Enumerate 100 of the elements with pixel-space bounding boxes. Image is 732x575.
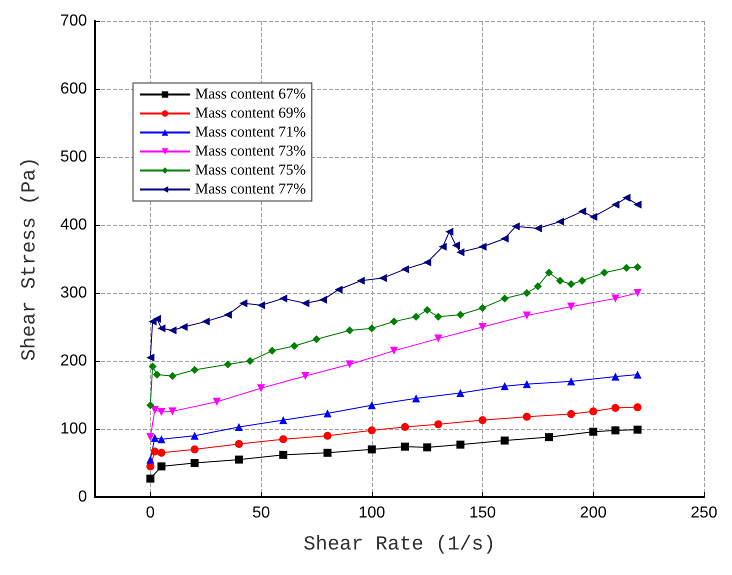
- point: [611, 404, 620, 412]
- point: [168, 407, 177, 416]
- point: [234, 440, 243, 448]
- y-tick-label: 200: [60, 352, 88, 370]
- point: [378, 274, 387, 282]
- point: [368, 324, 376, 332]
- point: [445, 228, 454, 236]
- point: [578, 207, 586, 216]
- point: [500, 436, 509, 445]
- point: [346, 360, 354, 368]
- point: [279, 435, 288, 444]
- point: [212, 398, 221, 406]
- point: [589, 407, 598, 416]
- point: [434, 312, 442, 321]
- point: [146, 401, 154, 410]
- legend-label: Mass content 73%: [195, 144, 306, 160]
- point: [478, 242, 487, 251]
- y-tick-label: 500: [60, 148, 88, 166]
- point: [153, 370, 162, 379]
- y-axis-title: Shear Stress (Pa): [18, 156, 42, 362]
- point: [319, 296, 328, 304]
- point: [412, 312, 420, 321]
- point: [589, 428, 598, 436]
- point: [567, 377, 576, 386]
- point: [202, 318, 210, 326]
- point: [456, 248, 464, 256]
- point: [611, 294, 620, 302]
- point: [456, 388, 464, 397]
- point: [556, 276, 564, 285]
- y-tick-label: 100: [60, 420, 88, 438]
- point: [180, 323, 188, 331]
- point: [611, 200, 620, 209]
- y-tick-label: 0: [78, 488, 88, 506]
- point: [148, 362, 157, 370]
- point: [168, 372, 177, 380]
- point: [157, 435, 166, 444]
- point: [578, 276, 586, 285]
- point: [234, 422, 243, 431]
- point: [234, 456, 243, 464]
- point: [556, 218, 564, 226]
- point: [150, 406, 159, 414]
- point: [500, 294, 509, 302]
- point: [190, 459, 199, 467]
- point: [600, 268, 608, 277]
- point: [279, 294, 288, 302]
- point: [368, 401, 376, 410]
- point: [324, 409, 332, 418]
- point: [157, 448, 166, 457]
- point: [324, 432, 332, 440]
- point: [401, 422, 410, 431]
- point: [401, 442, 410, 451]
- x-tick-label: 150: [469, 504, 496, 522]
- point: [423, 258, 432, 266]
- point: [634, 426, 642, 434]
- point: [634, 403, 642, 412]
- point: [534, 282, 542, 290]
- point: [150, 434, 159, 442]
- point: [312, 335, 320, 344]
- point: [246, 357, 254, 365]
- point: [146, 474, 154, 483]
- point: [611, 426, 620, 434]
- point: [190, 366, 199, 374]
- point: [150, 447, 159, 456]
- point: [168, 326, 177, 334]
- point: [634, 370, 642, 379]
- point: [522, 311, 531, 320]
- x-axis-title: Shear Rate (1/s): [303, 534, 496, 556]
- point: [268, 346, 276, 355]
- y-tick-label: 300: [60, 284, 88, 302]
- point: [290, 342, 298, 350]
- point: [456, 440, 464, 449]
- x-tick-label: 250: [690, 504, 718, 522]
- x-tick-label: 50: [252, 504, 270, 522]
- point: [356, 276, 365, 285]
- x-tick-label: 200: [580, 504, 607, 522]
- point: [567, 410, 576, 418]
- point: [301, 372, 310, 380]
- point: [512, 222, 520, 230]
- point: [634, 289, 642, 297]
- x-tick-label: 100: [358, 504, 386, 522]
- legend-label: Mass content 69%: [195, 106, 306, 122]
- point: [157, 462, 166, 470]
- point: [567, 302, 576, 311]
- legend-label: Mass content 75%: [195, 162, 306, 178]
- point: [157, 408, 166, 416]
- point: [368, 445, 376, 454]
- point: [346, 326, 354, 334]
- point: [452, 241, 460, 250]
- point: [456, 310, 464, 319]
- point: [190, 432, 199, 440]
- point: [478, 304, 487, 312]
- point: [190, 445, 199, 454]
- point: [224, 310, 232, 319]
- point: [153, 314, 162, 323]
- point: [611, 372, 620, 381]
- point: [522, 412, 531, 421]
- point: [534, 224, 542, 232]
- point: [634, 200, 642, 209]
- point: [567, 280, 576, 288]
- point: [423, 443, 432, 452]
